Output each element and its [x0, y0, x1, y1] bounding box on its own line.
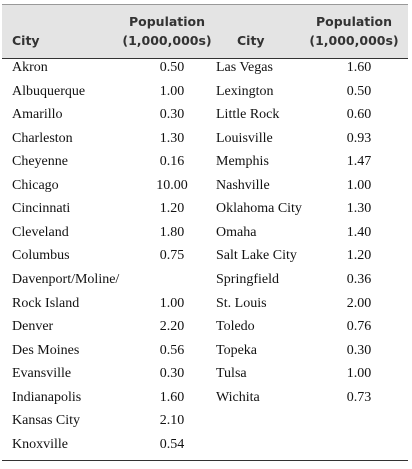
- population-value: 0.93: [346, 130, 372, 146]
- city-name: Albuquerque: [12, 83, 86, 99]
- city-name: Denver: [12, 319, 54, 335]
- population-value: 1.30: [346, 201, 372, 217]
- city-name: Oklahoma City: [216, 201, 302, 217]
- population-value: 0.76: [346, 319, 372, 335]
- city-name: Columbus: [12, 248, 70, 264]
- city-name: Chicago: [12, 177, 59, 193]
- population-value: 0.56: [159, 342, 185, 358]
- bottom-rule: [2, 460, 408, 461]
- city-name: Lexington: [216, 83, 274, 99]
- city-name: Kansas City: [12, 413, 81, 429]
- population-value: 2.10: [159, 413, 185, 429]
- city-name: Springfield: [216, 271, 279, 287]
- population-value: 2.00: [346, 295, 372, 311]
- city-name: Salt Lake City: [216, 248, 297, 264]
- population-value: 1.00: [159, 295, 185, 311]
- city-name: Des Moines: [12, 342, 80, 358]
- column-header: City: [237, 33, 265, 48]
- city-name: Rock Island: [12, 295, 80, 311]
- population-value: 10.00: [156, 177, 188, 193]
- population-value: 1.20: [159, 201, 185, 217]
- city-name: Nashville: [216, 177, 270, 193]
- city-name: Akron: [12, 60, 48, 75]
- city-name: Wichita: [216, 389, 260, 405]
- city-name: Cleveland: [12, 224, 69, 240]
- population-value: 0.50: [159, 60, 185, 75]
- population-value: 2.20: [159, 319, 185, 335]
- population-value: 0.60: [346, 107, 372, 123]
- city-name: Evansville: [12, 366, 72, 382]
- column-header: (1,000,000s): [122, 33, 212, 48]
- population-value: 1.20: [346, 248, 372, 264]
- population-value: 1.47: [346, 154, 372, 170]
- city-name: Louisville: [216, 130, 273, 146]
- city-name: Las Vegas: [216, 60, 273, 75]
- population-value: 0.16: [159, 154, 185, 170]
- city-name: Topeka: [216, 342, 258, 358]
- city-name: Indianapolis: [12, 389, 82, 405]
- population-value: 0.30: [159, 107, 185, 123]
- population-value: 0.30: [159, 366, 185, 382]
- population-value: 1.30: [159, 130, 185, 146]
- population-value: 0.30: [346, 342, 372, 358]
- city-name: Omaha: [216, 224, 257, 240]
- column-header: (1,000,000s): [309, 33, 399, 48]
- population-value: 0.75: [159, 248, 185, 264]
- column-header: Population: [128, 14, 206, 29]
- population-value: 0.54: [159, 436, 185, 452]
- city-name: Little Rock: [216, 107, 280, 123]
- city-name: Amarillo: [12, 107, 63, 123]
- population-value: 0.73: [346, 389, 372, 405]
- population-value: 1.60: [346, 60, 372, 75]
- city-name: Memphis: [216, 154, 269, 170]
- city-name: St. Louis: [216, 295, 267, 311]
- city-name: Toledo: [216, 319, 255, 335]
- header-band: [2, 4, 408, 59]
- population-value: 1.00: [346, 177, 372, 193]
- city-name: Cheyenne: [12, 154, 68, 170]
- city-name: Charleston: [12, 130, 73, 146]
- population-value: 1.00: [346, 366, 372, 382]
- population-value: 0.36: [346, 271, 372, 287]
- population-value: 1.00: [159, 83, 185, 99]
- population-value: 1.60: [159, 389, 185, 405]
- column-header: City: [12, 33, 40, 48]
- city-name: Tulsa: [216, 366, 247, 382]
- column-header: Population: [315, 14, 393, 29]
- city-name: Knoxville: [12, 436, 68, 452]
- population-value: 1.80: [159, 224, 185, 240]
- city-name: Davenport/Moline/: [12, 271, 120, 287]
- population-value: 0.50: [346, 83, 372, 99]
- city-name: Cincinnati: [12, 201, 71, 217]
- population-value: 1.40: [346, 224, 372, 240]
